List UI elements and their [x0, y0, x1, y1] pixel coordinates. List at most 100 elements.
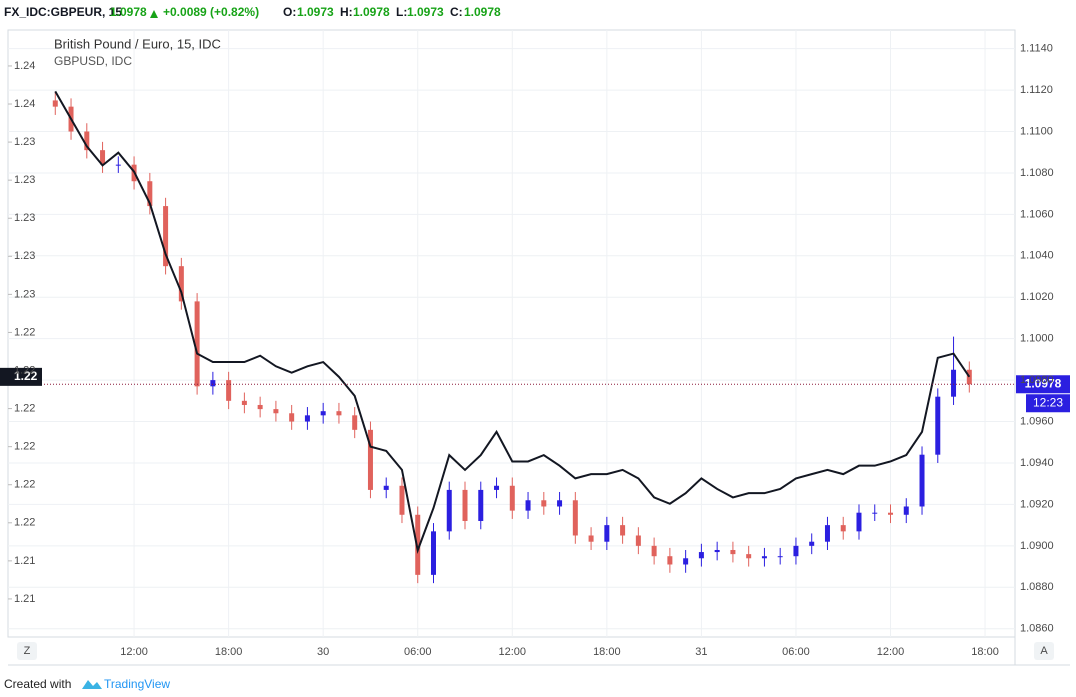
- candle-body: [714, 549, 720, 553]
- marks: [52, 90, 972, 584]
- z-label[interactable]: Z: [24, 645, 31, 657]
- footer-text: Created with: [4, 677, 71, 691]
- l-label: L:: [396, 5, 407, 19]
- y2-tick-label: 1.23: [14, 212, 35, 224]
- candle-body: [194, 301, 200, 387]
- y2-tick-label: 1.24: [14, 98, 35, 110]
- x-tick-label: 12:00: [877, 646, 905, 658]
- candle-body: [226, 380, 232, 401]
- x-tick-label: 31: [695, 646, 707, 658]
- symbol: FX_IDC:GBPEUR, 15: [4, 5, 122, 19]
- legend-line: GBPUSD, IDC: [54, 54, 132, 68]
- candle-body: [210, 380, 216, 387]
- candle-body: [793, 545, 799, 557]
- y2-tick-label: 1.23: [14, 250, 35, 262]
- x-tick-label: 06:00: [404, 646, 432, 658]
- high: 1.0978: [353, 5, 390, 19]
- candle-body: [888, 512, 894, 515]
- a-button[interactable]: [1034, 642, 1054, 660]
- h-label: H:: [340, 5, 353, 19]
- close: 1.0978: [464, 5, 501, 19]
- candle-body: [604, 525, 610, 542]
- candle-body: [651, 545, 657, 557]
- candle-body: [761, 556, 767, 559]
- y-tick-label: 1.1000: [1020, 333, 1054, 345]
- countdown-tag: [1026, 394, 1070, 413]
- candle-body: [557, 500, 563, 507]
- y-tick-label: 1.1140: [1020, 43, 1053, 55]
- overlays: 1.0978 12:23 1.22: [0, 367, 1070, 413]
- y-tick-label: 1.0920: [1020, 498, 1054, 510]
- candle-body: [430, 531, 436, 575]
- candle-body: [698, 552, 704, 559]
- x-tick-label: 18:00: [971, 646, 999, 658]
- price-tag-label: 1.0978: [1025, 376, 1062, 390]
- low: 1.0973: [407, 5, 444, 19]
- change: +0.0089 (+0.82%): [163, 5, 259, 19]
- candle-body: [494, 485, 500, 490]
- y2-tick-label: 1.22: [14, 364, 35, 376]
- y-tick-label: 1.1100: [1020, 125, 1053, 137]
- candle-body: [667, 556, 673, 565]
- brand[interactable]: TradingView: [104, 677, 170, 691]
- candle-body: [446, 489, 452, 532]
- candle-body: [635, 535, 641, 546]
- candle-body: [478, 489, 484, 521]
- y2-tick-label: 1.21: [14, 593, 35, 605]
- price-tag: [1016, 375, 1070, 394]
- y-tick-label: 1.0860: [1020, 623, 1054, 635]
- x-tick-label: 18:00: [593, 646, 621, 658]
- y-tick-label: 1.0960: [1020, 415, 1054, 427]
- candle-body: [84, 131, 90, 151]
- candle-body: [289, 413, 295, 422]
- y-tick-label: 1.0900: [1020, 540, 1054, 552]
- candle-body: [320, 411, 326, 416]
- candle-body: [872, 512, 878, 514]
- o-label: O:: [283, 5, 296, 19]
- candle-body: [241, 400, 247, 405]
- candle-body: [336, 411, 342, 416]
- y-tick-label: 1.1060: [1020, 208, 1054, 220]
- candle-body: [588, 535, 594, 542]
- x-tick-label: 12:00: [499, 646, 527, 658]
- z-button[interactable]: [17, 642, 37, 660]
- candle-body: [415, 514, 421, 575]
- y-tick-label: 1.1080: [1020, 167, 1054, 179]
- candle-body: [903, 506, 909, 515]
- candle-body: [809, 541, 815, 546]
- y2-tick-label: 1.22: [14, 441, 35, 453]
- candle-body: [966, 369, 972, 385]
- up-arrow: [150, 10, 158, 18]
- candle-body: [730, 549, 736, 555]
- candle-body: [572, 500, 578, 536]
- candle-body: [367, 429, 373, 490]
- candle-body: [462, 489, 468, 521]
- candle-body: [746, 554, 752, 559]
- candle-body: [935, 396, 941, 455]
- open: 1.0973: [297, 5, 334, 19]
- candle-body: [399, 485, 405, 515]
- y2-tick-label: 1.23: [14, 174, 35, 186]
- candle-body: [178, 266, 184, 302]
- countdown: 12:23: [1033, 395, 1063, 409]
- y-tick-label: 1.0940: [1020, 457, 1054, 469]
- x-tick-label: 12:00: [120, 646, 148, 658]
- y-tick-label: 1.1020: [1020, 291, 1054, 303]
- candle-body: [856, 512, 862, 532]
- candle-body: [620, 525, 626, 536]
- y2-price-tag: [0, 367, 42, 386]
- candle-body: [683, 558, 689, 565]
- candle-body: [840, 525, 846, 532]
- y2-tick-label: 1.23: [14, 136, 35, 148]
- candle-body: [115, 164, 121, 166]
- c-label: C:: [450, 5, 463, 19]
- a-label[interactable]: A: [1040, 645, 1048, 657]
- y2-price-tag-label: 1.22: [14, 369, 38, 383]
- line-series: [54, 90, 971, 554]
- brand-logo: [82, 680, 102, 689]
- candle-body: [777, 556, 783, 558]
- x-tick-label: 06:00: [782, 646, 810, 658]
- candle-body: [100, 150, 106, 165]
